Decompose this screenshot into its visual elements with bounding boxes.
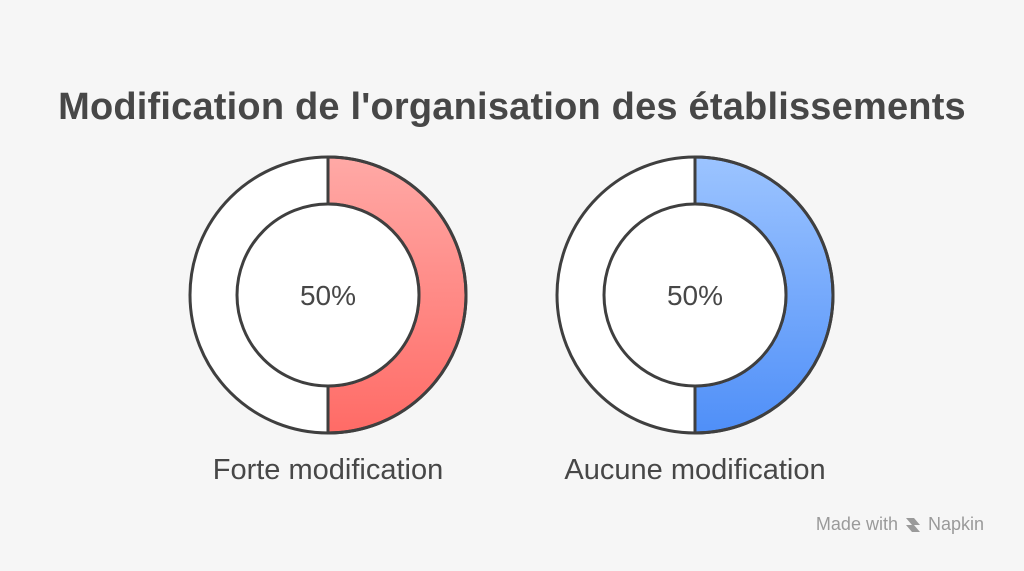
made-with-napkin-badge[interactable]: Made with Napkin [816, 514, 984, 535]
donut-aucune-modification: 50% [555, 155, 835, 435]
chart-title: Modification de l'organisation des établ… [58, 86, 966, 128]
donut-forte-modification: 50% [188, 155, 468, 435]
donut-value-label: 50% [667, 280, 723, 311]
donut-value-label: 50% [300, 280, 356, 311]
napkin-logo-icon [905, 517, 920, 532]
napkin-brand-text: Napkin [927, 514, 984, 534]
category-label-aucune: Aucune modification [564, 454, 826, 486]
made-with-text: Made with [815, 514, 898, 534]
category-label-forte: Forte modification [212, 454, 444, 486]
